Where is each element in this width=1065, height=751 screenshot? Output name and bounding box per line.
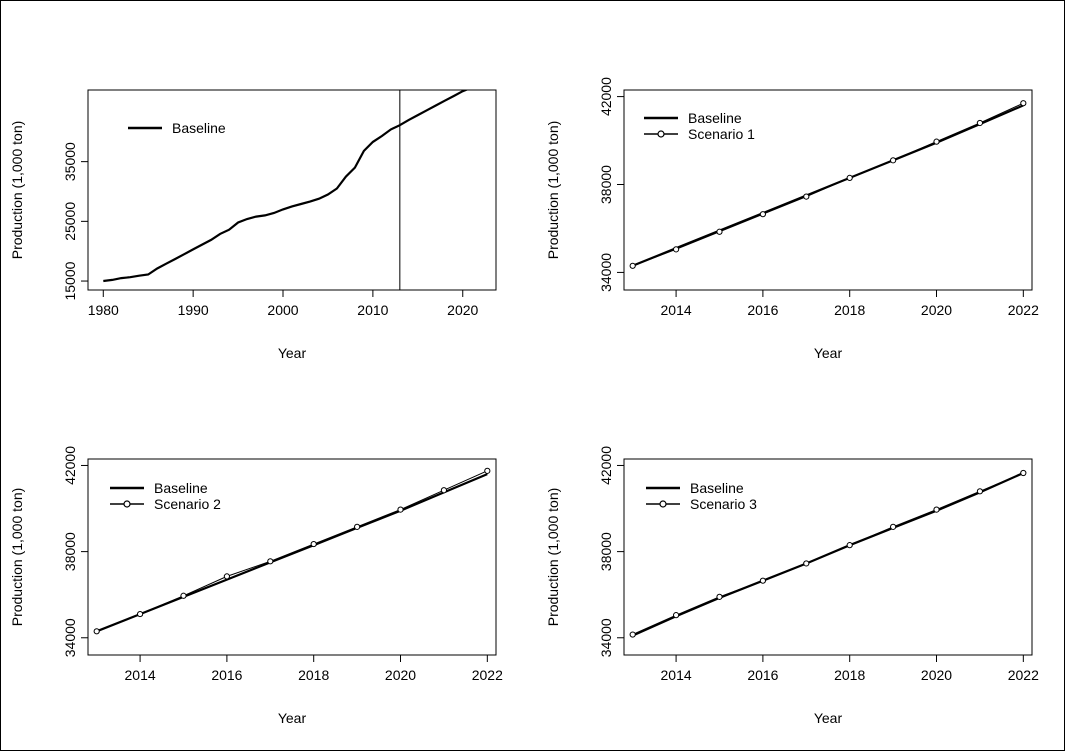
x-axis-label: Year (278, 345, 307, 361)
series-point (629, 631, 636, 638)
series-point (672, 246, 680, 253)
y-tick-label: 34000 (598, 618, 614, 657)
legend-marker (123, 500, 131, 508)
x-axis-label: Year (814, 345, 843, 361)
legend-label: Scenario 2 (154, 496, 221, 512)
series-point (716, 593, 723, 600)
series-point (93, 628, 100, 635)
x-axis-label: Year (814, 710, 843, 726)
x-tick-label: 2018 (298, 667, 329, 683)
series-point (440, 487, 448, 494)
series-point (933, 138, 940, 145)
chart-panel-4: 2014 2016 2018 2020 2022 34000 38000 42000 Year P… (545, 446, 1039, 726)
y-tick-label: 38000 (598, 165, 614, 204)
x-tick-label: 2020 (385, 667, 416, 683)
x-tick-label: 2020 (447, 302, 478, 318)
series-point (180, 592, 187, 599)
x-tick-label: 2014 (125, 667, 156, 683)
chart-panel-3: 2014 2016 2018 2020 2022 34000 38000 42000 Year P… (9, 446, 503, 726)
legend-marker (657, 130, 665, 138)
plot-box (623, 458, 1033, 656)
plot-box (87, 89, 497, 291)
x-tick-label: 1980 (88, 302, 119, 318)
legend-marker (659, 500, 667, 508)
legend-label: Scenario 3 (690, 496, 757, 512)
series-line-scenario-2 (96, 470, 488, 632)
legend-label: Baseline (154, 480, 208, 496)
x-tick-label: 2016 (211, 667, 242, 683)
series-point (846, 542, 853, 549)
legend-label: Baseline (688, 110, 742, 126)
y-axis-label: Production (1,000 ton) (9, 488, 25, 627)
x-tick-label: 2016 (747, 302, 778, 318)
series-point (803, 560, 810, 567)
x-tick-label: 2022 (472, 667, 503, 683)
x-tick-label: 2000 (267, 302, 298, 318)
y-tick-label: 38000 (598, 532, 614, 571)
x-axis-label: Year (278, 710, 307, 726)
series-point (310, 540, 317, 548)
series-point (803, 193, 810, 200)
y-tick-label: 34000 (62, 618, 78, 657)
series-point (976, 488, 984, 495)
chart-panel-2: 2014 2016 2018 2020 2022 34000 38000 42000 Year P… (545, 77, 1039, 361)
series-point (267, 558, 274, 565)
y-tick-label: 34000 (598, 253, 614, 292)
series-line-baseline (103, 90, 469, 283)
series-point (976, 119, 984, 127)
x-tick-label: 1990 (178, 302, 209, 318)
x-tick-label: 2022 (1008, 667, 1039, 683)
y-axis-label: Production (1,000 ton) (545, 121, 561, 260)
x-tick-label: 2022 (1008, 302, 1039, 318)
series-point (933, 506, 940, 513)
y-tick-label: 15000 (62, 261, 78, 300)
y-tick-label: 42000 (598, 77, 614, 116)
series-point (484, 467, 491, 474)
y-tick-label: 35000 (62, 142, 78, 181)
series-point (759, 577, 766, 584)
series-point (890, 157, 897, 164)
y-tick-label: 42000 (62, 446, 78, 485)
x-tick-label: 2020 (921, 667, 952, 683)
series-point (223, 573, 230, 580)
y-tick-label: 25000 (62, 202, 78, 241)
y-tick-label: 42000 (598, 446, 614, 485)
chart-panel-1: 1980 1990 2000 2010 2020 15000 25000 35000 Year P… (9, 89, 497, 361)
series-line-scenario-1 (632, 102, 1024, 267)
x-tick-label: 2014 (661, 302, 692, 318)
y-axis-label: Production (1,000 ton) (9, 121, 25, 260)
x-tick-label: 2014 (661, 667, 692, 683)
series-point (354, 523, 361, 530)
series-point (672, 612, 680, 619)
series-line-scenario-3 (632, 472, 1024, 635)
series-point (1020, 469, 1027, 477)
series-line-baseline (632, 104, 1024, 267)
y-axis-label: Production (1,000 ton) (545, 488, 561, 627)
series-point (1020, 100, 1027, 107)
legend-label: Baseline (690, 480, 744, 496)
x-tick-label: 2020 (921, 302, 952, 318)
plot-box (623, 89, 1033, 291)
y-tick-label: 38000 (62, 532, 78, 571)
series-point (846, 174, 853, 182)
series-point (136, 610, 144, 618)
series-point (890, 523, 897, 530)
plot-box (87, 458, 497, 656)
x-tick-label: 2018 (834, 667, 865, 683)
series-point (716, 228, 723, 235)
legend-label: Baseline (172, 120, 226, 136)
series-point (397, 506, 404, 513)
series-point (629, 262, 636, 269)
x-tick-label: 2018 (834, 302, 865, 318)
series-point (759, 211, 766, 218)
legend-label: Scenario 1 (688, 126, 755, 142)
x-tick-label: 2016 (747, 667, 778, 683)
x-tick-label: 2010 (357, 302, 388, 318)
